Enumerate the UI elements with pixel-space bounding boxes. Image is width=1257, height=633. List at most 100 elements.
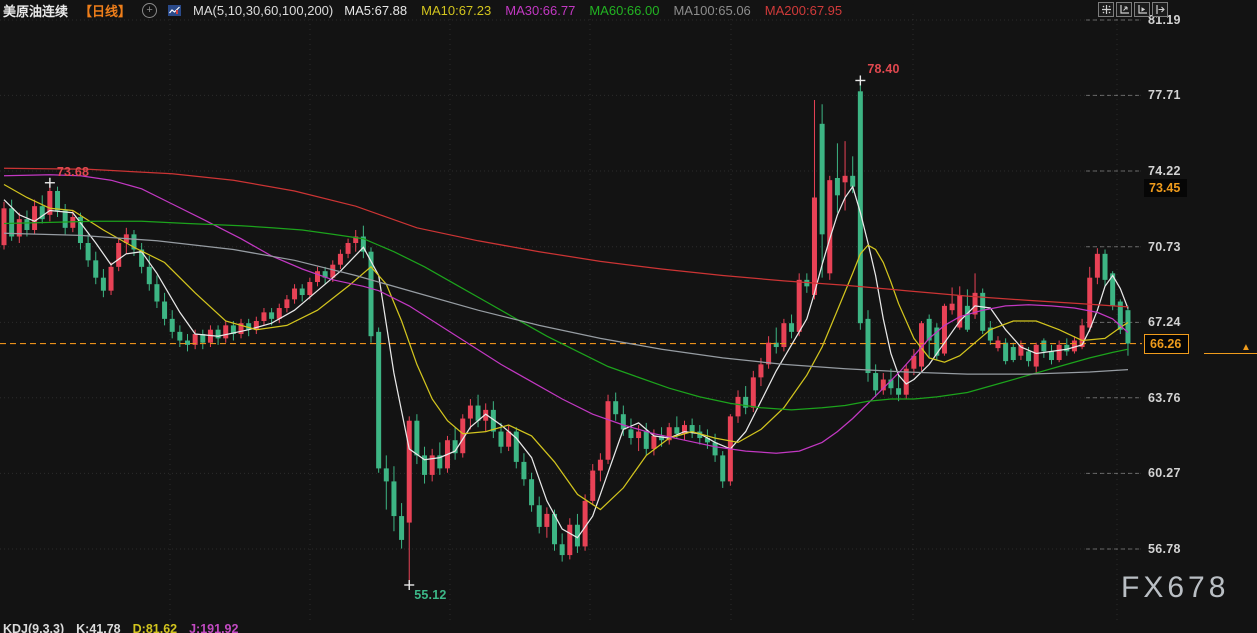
candle[interactable] xyxy=(139,243,145,274)
candle[interactable] xyxy=(574,513,580,553)
candle[interactable] xyxy=(185,334,191,352)
candle[interactable] xyxy=(911,349,917,376)
candle[interactable] xyxy=(888,368,894,395)
candle[interactable] xyxy=(47,182,53,222)
candle[interactable] xyxy=(414,414,420,465)
candle[interactable] xyxy=(582,494,588,551)
candle[interactable] xyxy=(896,375,902,402)
candle[interactable] xyxy=(1125,305,1131,356)
candle[interactable] xyxy=(919,321,925,371)
candle[interactable] xyxy=(345,238,351,259)
jump-to-latest-icon[interactable] xyxy=(1152,2,1168,17)
candle[interactable] xyxy=(873,364,879,397)
candle[interactable] xyxy=(162,292,168,326)
candle[interactable] xyxy=(613,392,619,421)
candle[interactable] xyxy=(116,238,122,272)
candle[interactable] xyxy=(903,364,909,400)
candle[interactable] xyxy=(406,416,412,585)
candle[interactable] xyxy=(337,249,343,270)
candle[interactable] xyxy=(727,414,733,486)
candle[interactable] xyxy=(605,394,611,465)
candle[interactable] xyxy=(689,418,695,439)
candle[interactable] xyxy=(1033,342,1039,374)
candle[interactable] xyxy=(215,325,221,345)
candle[interactable] xyxy=(506,425,512,452)
candle[interactable] xyxy=(643,422,649,456)
candle[interactable] xyxy=(544,507,550,538)
candle[interactable] xyxy=(552,509,558,551)
candle[interactable] xyxy=(1010,342,1016,363)
candle[interactable] xyxy=(360,225,366,259)
candle[interactable] xyxy=(1056,340,1062,363)
candle[interactable] xyxy=(567,518,573,560)
candle[interactable] xyxy=(941,303,947,356)
candle[interactable] xyxy=(1102,249,1108,287)
candle[interactable] xyxy=(467,399,473,430)
candle[interactable] xyxy=(322,266,328,285)
candle[interactable] xyxy=(62,203,68,235)
candle[interactable] xyxy=(32,199,38,235)
candle[interactable] xyxy=(766,336,772,369)
candle[interactable] xyxy=(123,227,129,254)
candle[interactable] xyxy=(498,422,504,454)
candle[interactable] xyxy=(773,327,779,354)
candle[interactable] xyxy=(980,288,986,335)
candle[interactable] xyxy=(85,234,91,267)
candle[interactable] xyxy=(284,295,290,313)
candle[interactable] xyxy=(926,314,932,358)
candle[interactable] xyxy=(1110,271,1116,311)
candle[interactable] xyxy=(314,266,320,287)
candle[interactable] xyxy=(93,251,99,285)
candle[interactable] xyxy=(100,269,106,298)
candle[interactable] xyxy=(628,418,634,445)
candle[interactable] xyxy=(529,472,535,512)
candle[interactable] xyxy=(796,273,802,337)
candle[interactable] xyxy=(1071,336,1077,354)
candle[interactable] xyxy=(475,394,481,428)
candle[interactable] xyxy=(422,446,428,484)
candle[interactable] xyxy=(697,425,703,445)
candle[interactable] xyxy=(177,325,183,348)
candle[interactable] xyxy=(666,422,672,445)
candle[interactable] xyxy=(880,373,886,395)
pan-crosshair-icon[interactable] xyxy=(1098,2,1114,17)
candle[interactable] xyxy=(39,195,45,224)
candle[interactable] xyxy=(383,455,389,510)
candle[interactable] xyxy=(1094,248,1100,285)
candle[interactable] xyxy=(16,212,22,244)
candle[interactable] xyxy=(169,310,175,339)
candle[interactable] xyxy=(735,390,741,423)
candle[interactable] xyxy=(720,451,726,488)
candle[interactable] xyxy=(77,212,83,250)
candle[interactable] xyxy=(1003,338,1009,365)
candle[interactable] xyxy=(681,420,687,441)
candle[interactable] xyxy=(819,104,825,278)
candle[interactable] xyxy=(559,533,565,562)
candle[interactable] xyxy=(1041,338,1047,358)
candle[interactable] xyxy=(368,247,374,343)
candle[interactable] xyxy=(811,99,817,300)
auto-scroll-icon[interactable] xyxy=(1134,2,1150,17)
candle[interactable] xyxy=(192,329,198,350)
candle[interactable] xyxy=(299,284,305,302)
candle[interactable] xyxy=(834,143,840,213)
candle[interactable] xyxy=(597,453,603,482)
candle[interactable] xyxy=(276,303,282,324)
candle[interactable] xyxy=(353,230,359,252)
candle[interactable] xyxy=(1087,266,1093,332)
candle[interactable] xyxy=(743,386,749,415)
candle[interactable] xyxy=(55,186,61,217)
candle[interactable] xyxy=(460,414,466,458)
candle[interactable] xyxy=(483,403,489,432)
candle[interactable] xyxy=(261,308,267,326)
candle[interactable] xyxy=(620,405,626,436)
candle[interactable] xyxy=(949,287,955,315)
axis-zoom-icon[interactable] xyxy=(1116,2,1132,17)
candle[interactable] xyxy=(238,318,244,339)
candle[interactable] xyxy=(391,466,397,532)
candle[interactable] xyxy=(789,314,795,339)
candle[interactable] xyxy=(1064,338,1070,356)
candle[interactable] xyxy=(995,336,1001,352)
candle[interactable] xyxy=(230,321,236,341)
